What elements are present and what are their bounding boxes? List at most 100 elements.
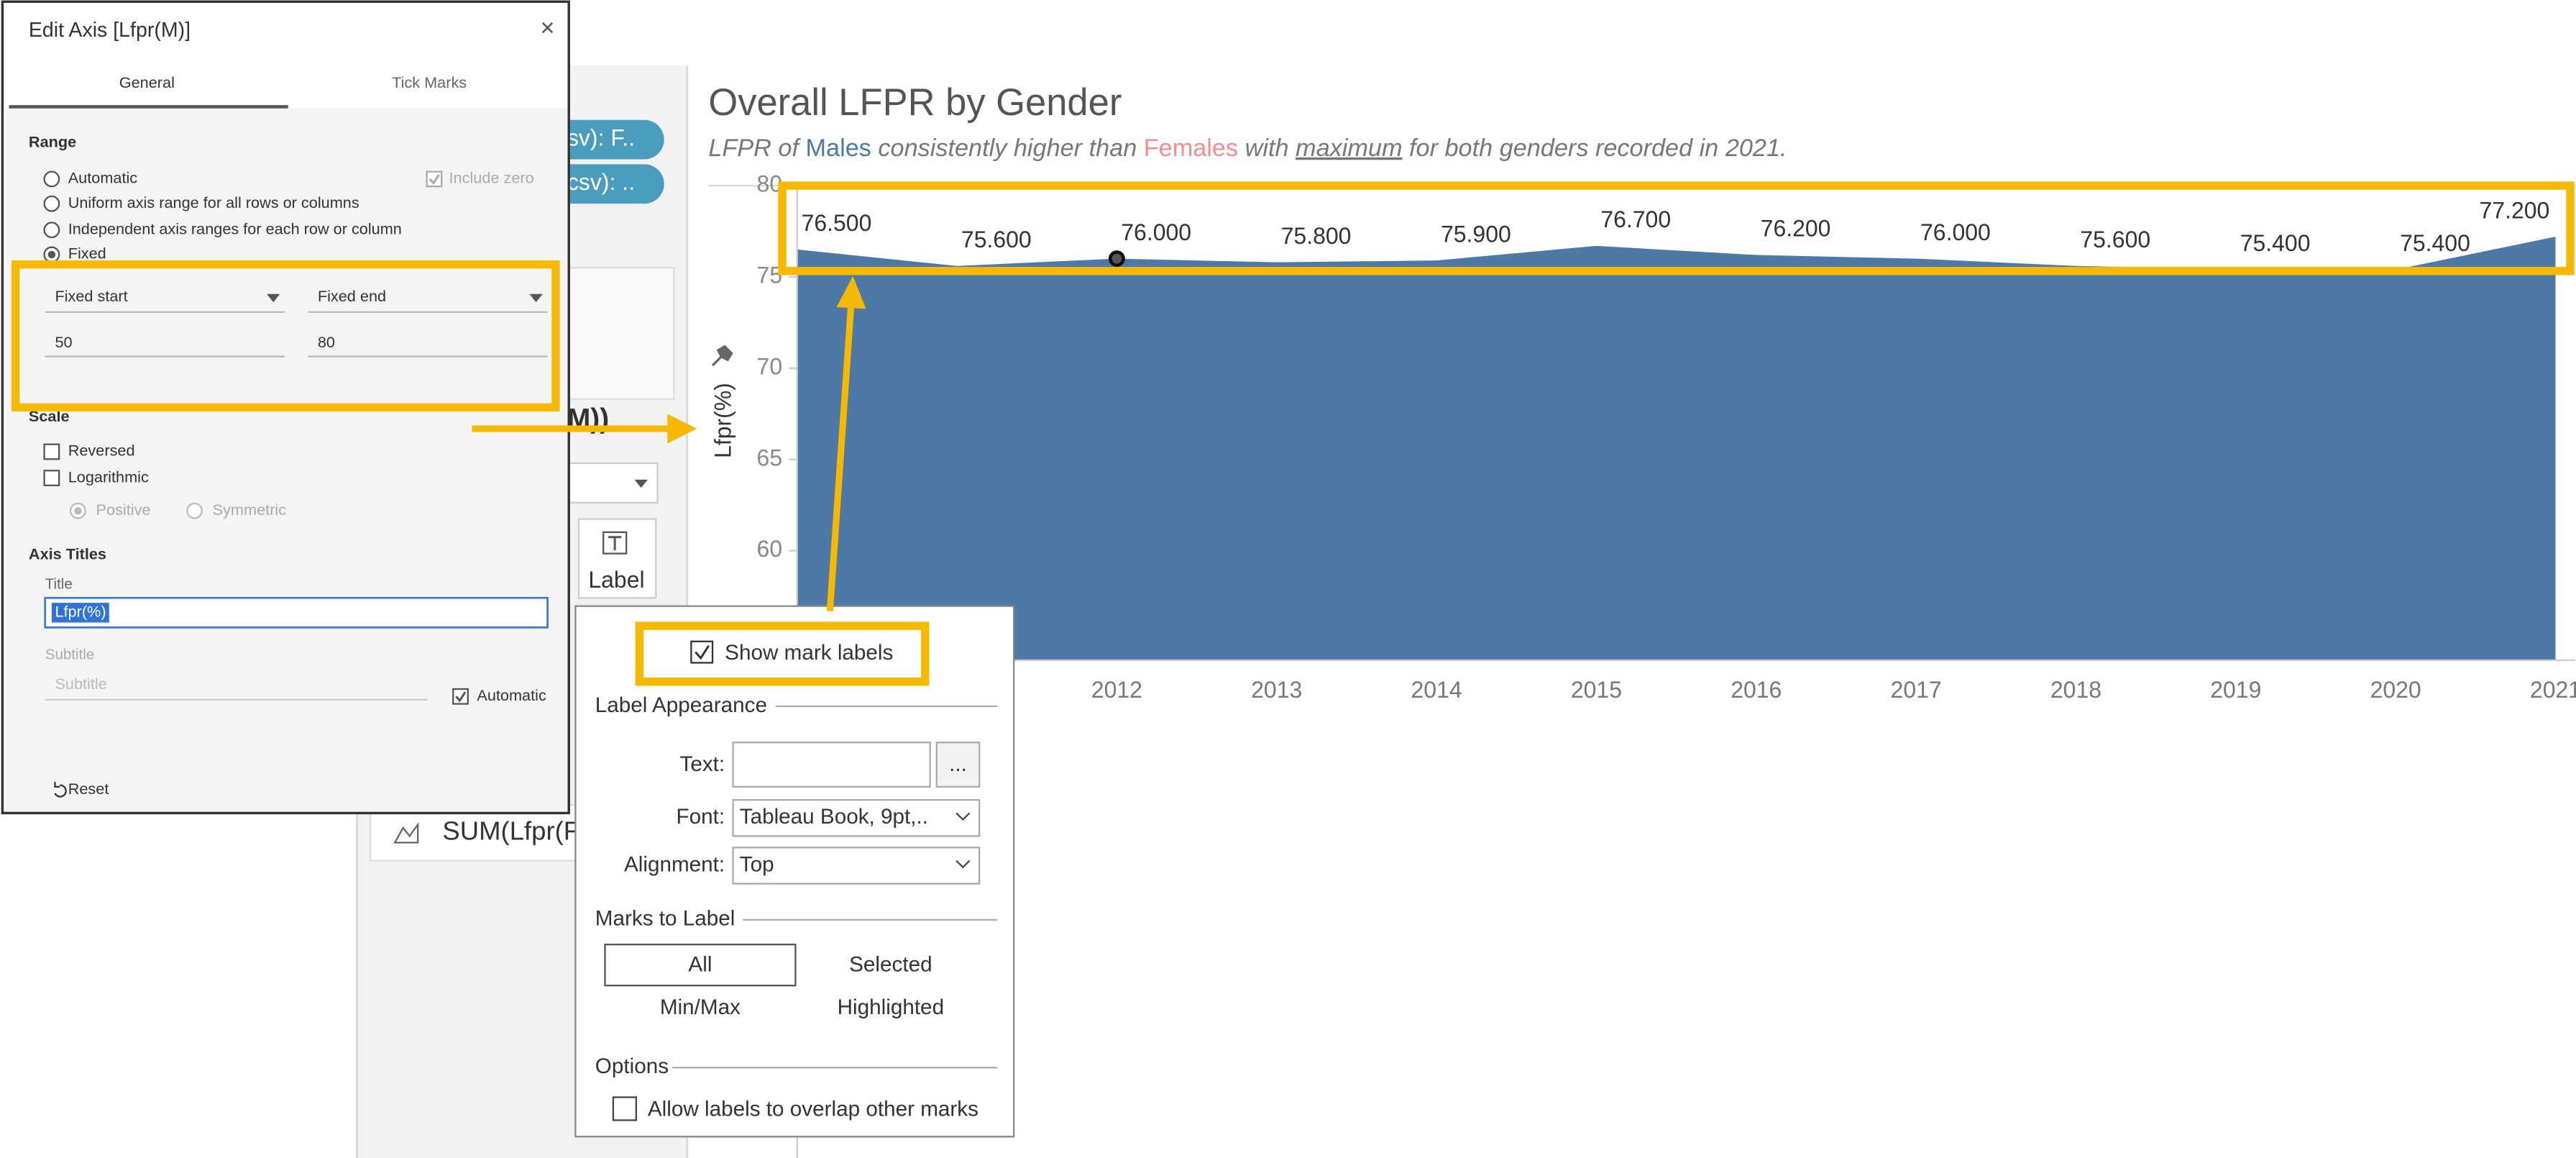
checkbox[interactable] bbox=[43, 443, 60, 460]
label-button-text: Label bbox=[588, 567, 644, 593]
radio-button[interactable] bbox=[43, 222, 60, 239]
dropdown-arrow bbox=[267, 293, 280, 303]
allow-overlap: Allow labels to overlap other marks bbox=[648, 1098, 978, 1121]
annotation-layer bbox=[11, 181, 2575, 686]
x-tick-label: 2021 bbox=[2530, 677, 2576, 703]
data-label: 77.200 bbox=[2480, 197, 2550, 223]
subtitle-part: Females bbox=[1144, 135, 1238, 162]
x-tick-label: 2016 bbox=[1731, 677, 1782, 703]
x-tick-label: 2019 bbox=[2210, 677, 2261, 703]
y-tick-label: 75 bbox=[757, 262, 783, 288]
data-label: 76.000 bbox=[1121, 219, 1191, 245]
x-tick-label: 2020 bbox=[2370, 677, 2421, 703]
label-icon bbox=[602, 531, 628, 555]
check-mark bbox=[428, 173, 440, 186]
radio-button[interactable] bbox=[186, 502, 203, 519]
data-label: 76.200 bbox=[1761, 216, 1831, 242]
data-label: 75.600 bbox=[961, 227, 1032, 252]
check-mark bbox=[695, 644, 710, 660]
arrow-head bbox=[836, 275, 866, 309]
marks-option: All bbox=[688, 953, 712, 977]
more-button-label: ... bbox=[949, 752, 967, 776]
all-button[interactable] bbox=[604, 943, 797, 987]
text-input[interactable] bbox=[732, 742, 931, 788]
checkbox-label: Reversed bbox=[68, 442, 135, 460]
subtitle-placeholder: Subtitle bbox=[55, 675, 106, 693]
close-button: × bbox=[541, 14, 555, 42]
data-label: 75.400 bbox=[2240, 230, 2311, 256]
radio-label: Symmetric bbox=[213, 501, 287, 519]
check-mark bbox=[455, 691, 467, 703]
alignment-value: Top bbox=[740, 852, 774, 876]
range-value: 80 bbox=[318, 333, 335, 351]
include-zero: Include zero bbox=[449, 169, 534, 187]
y-axis-title: Lfpr(%) bbox=[710, 383, 736, 458]
chevron bbox=[955, 812, 971, 821]
data-label: 76.700 bbox=[1600, 206, 1671, 232]
radio-label: Fixed bbox=[68, 245, 106, 263]
field-label: Title bbox=[45, 575, 73, 592]
tab: Tick Marks bbox=[392, 73, 467, 91]
chevron bbox=[955, 860, 971, 869]
reset-button: Reset bbox=[68, 780, 109, 798]
chart: Overall LFPR by Gender LFPR of Males cons… bbox=[708, 81, 2576, 1158]
radio-label: Automatic bbox=[68, 169, 138, 187]
range-value: 50 bbox=[55, 333, 72, 351]
pin-icon bbox=[711, 345, 733, 367]
data-label: 75.400 bbox=[2400, 230, 2470, 256]
section-heading: Axis Titles bbox=[29, 545, 106, 563]
title-input[interactable] bbox=[44, 596, 549, 629]
data-label: 75.600 bbox=[2080, 227, 2150, 252]
marks-option: Selected bbox=[849, 953, 932, 977]
field-label: Font: bbox=[677, 805, 725, 829]
tab: General bbox=[119, 73, 175, 91]
highlight-box bbox=[11, 260, 560, 412]
section-heading: Options bbox=[595, 1054, 669, 1078]
checkbox[interactable] bbox=[612, 1096, 638, 1121]
data-label: 75.800 bbox=[1281, 223, 1352, 249]
subtitle-part: Males bbox=[806, 135, 871, 162]
radio-button[interactable] bbox=[43, 195, 60, 212]
y-tick-label: 70 bbox=[757, 353, 783, 379]
x-tick-label: 2018 bbox=[2050, 677, 2101, 703]
chart-title: Overall LFPR by Gender bbox=[708, 81, 1122, 124]
y-tick-label: 65 bbox=[757, 444, 783, 470]
radio-dot bbox=[47, 250, 56, 259]
x-tick-label: 2017 bbox=[1891, 677, 1942, 703]
measure-label: SUM(Lfpr(F bbox=[442, 816, 579, 845]
highlight-box bbox=[635, 621, 930, 686]
checkbox[interactable] bbox=[43, 470, 60, 486]
checkbox[interactable] bbox=[690, 640, 714, 664]
dropdown-arrow bbox=[634, 479, 648, 488]
alignment-select[interactable] bbox=[732, 847, 981, 885]
checkbox-label: Logarithmic bbox=[68, 468, 149, 485]
text-selection bbox=[51, 603, 109, 623]
marks-option: Highlighted bbox=[838, 995, 944, 1019]
dialog-title: Edit Axis [Lfpr(M)] bbox=[29, 19, 191, 42]
font-value: Tableau Book, 9pt,.. bbox=[740, 805, 928, 829]
radio-label: Independent axis ranges for each row or … bbox=[68, 219, 402, 237]
section-heading: Range bbox=[29, 132, 76, 150]
radio-label: Positive bbox=[96, 501, 151, 519]
range-mode: Fixed end bbox=[318, 287, 386, 305]
checkbox[interactable] bbox=[452, 688, 469, 705]
more-button[interactable] bbox=[935, 742, 981, 788]
reset-icon bbox=[54, 782, 67, 798]
range-mode: Fixed start bbox=[55, 287, 127, 305]
data-label: 76.500 bbox=[802, 210, 872, 236]
field-label: Subtitle bbox=[45, 647, 95, 663]
subtitle-part: maximum bbox=[1296, 135, 1402, 162]
font-select[interactable] bbox=[732, 799, 981, 837]
x-tick-label: 2015 bbox=[1571, 677, 1622, 703]
dropdown-arrow bbox=[529, 293, 543, 303]
section-heading: Label Appearance bbox=[595, 693, 767, 717]
pill-label: sv): F.. bbox=[567, 125, 635, 151]
radio-dot bbox=[74, 506, 82, 515]
radio-button[interactable] bbox=[43, 170, 60, 188]
automatic-label: Automatic bbox=[477, 686, 546, 704]
area bbox=[797, 237, 2556, 661]
hover-point bbox=[1108, 250, 1125, 268]
field-label: Text: bbox=[680, 752, 725, 776]
data-label: 76.000 bbox=[1920, 219, 1991, 245]
